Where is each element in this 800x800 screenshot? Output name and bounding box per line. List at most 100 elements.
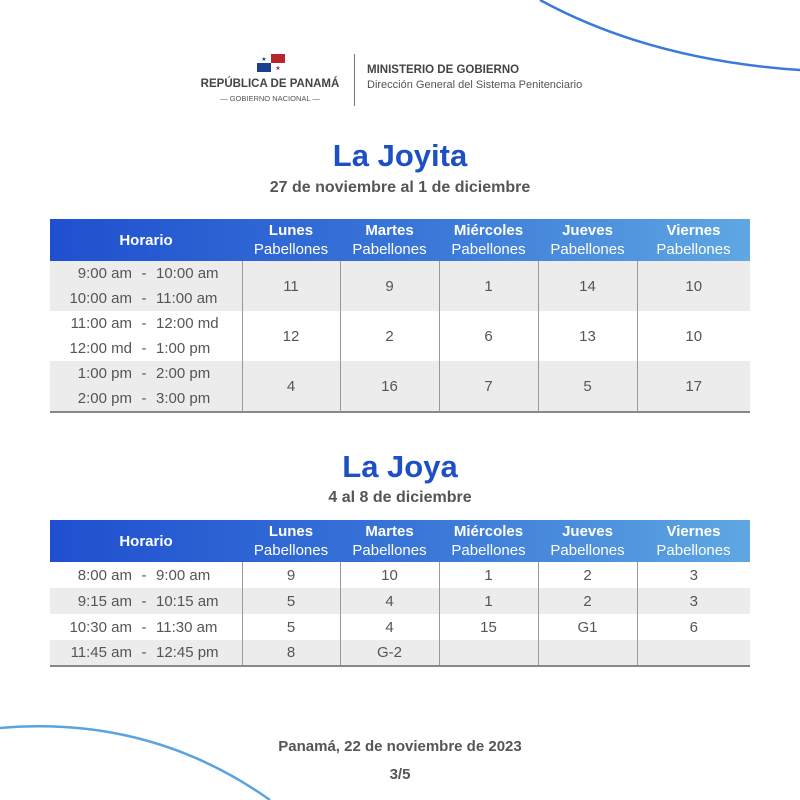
section2-title: La Joya <box>342 449 458 484</box>
sub-label: Pabellones <box>253 241 329 258</box>
government-label: — GOBIERNO NACIONAL — <box>220 94 320 103</box>
start-time: 9:00 am <box>77 265 132 282</box>
value-cell: 2 <box>537 562 637 588</box>
footer-page-number: 3/5 <box>389 766 411 783</box>
table-header-row: Horario Lunes Pabellones Martes Pabellones Mi… <box>50 520 750 562</box>
end-time: 1:00 pm <box>156 340 211 357</box>
start-time: 1:00 pm <box>77 365 132 382</box>
time-cell: 9:15 am -10:15 am <box>50 588 242 614</box>
day-label: Miércoles <box>453 523 524 540</box>
value-cell: 17 <box>636 361 750 412</box>
table-row: 10:30 am -11:30 am 5 4 15 G1 6 <box>50 614 750 640</box>
value-cell: 4 <box>241 361 340 412</box>
dash: - <box>141 566 147 584</box>
header-day: Lunes Pabellones <box>242 219 340 261</box>
time-cell: 9:00 am -10:00 am 10:00 am -11:00 am <box>50 261 242 311</box>
header-horario: Horario <box>119 532 173 550</box>
time-range: 8:00 am -9:00 am <box>50 567 242 584</box>
end-time: 12:00 md <box>156 315 219 332</box>
time-cell: 10:30 am -11:30 am <box>50 614 242 640</box>
end-time: 2:00 pm <box>156 365 211 382</box>
table-row: 1:00 pm -2:00 pm 2:00 pm -3:00 pm 4 16 7 5 17 <box>50 361 750 412</box>
start-time: 8:00 am <box>77 566 132 584</box>
start-time: 10:30 am <box>69 618 132 636</box>
header-day: Miércoles Pabellones <box>439 219 538 261</box>
section2-dates: 4 al 8 de diciembre <box>328 489 472 506</box>
value-cell: 14 <box>537 261 637 311</box>
table-row: 9:00 am -10:00 am 10:00 am -11:00 am 11 9 1 14 1… <box>50 261 750 311</box>
section1-dates: 27 de noviembre al 1 de diciembre <box>269 179 531 196</box>
time-cell: 8:00 am -9:00 am <box>50 562 242 588</box>
value-cell: 12 <box>241 311 340 361</box>
directorate-label: Dirección General del Sistema Penitencia… <box>367 79 583 91</box>
day-label: Viernes <box>666 523 721 540</box>
divider <box>354 54 355 106</box>
value-cell: 4 <box>339 588 439 614</box>
value-cell: G1 <box>537 614 637 640</box>
time-cell: 11:45 am -12:45 pm <box>50 640 242 666</box>
start-time: 10:00 am <box>69 290 132 307</box>
value-cell: 10 <box>339 562 439 588</box>
sub-label: Pabellones <box>451 241 526 258</box>
table-row: 11:00 am -12:00 md 12:00 md -1:00 pm 12 2 6 13 1… <box>50 311 750 361</box>
value-cell <box>438 640 538 666</box>
value-cell: 10 <box>636 261 750 311</box>
time-range: 11:45 am -12:45 pm <box>50 644 242 661</box>
value-cell: 13 <box>537 311 637 361</box>
day-label: Jueves <box>562 222 613 239</box>
value-cell: 8 <box>241 640 340 666</box>
ministry-label: MINISTERIO DE GOBIERNO <box>367 64 520 76</box>
schedule-table-la-joyita: Horario Lunes Pabellones Martes Pabellones Mi… <box>50 219 750 413</box>
time-range: 9:15 am -10:15 am <box>50 593 242 610</box>
end-time: 10:00 am <box>156 265 219 282</box>
dash: - <box>141 644 147 661</box>
sub-label: Pabellones <box>656 241 731 258</box>
table-row: 11:45 am -12:45 pm 8 G-2 <box>50 640 750 666</box>
value-cell: 1 <box>438 261 538 311</box>
header-day: Viernes Pabellones <box>637 520 750 562</box>
value-cell: 5 <box>241 614 340 640</box>
dash: - <box>141 390 147 407</box>
value-cell <box>636 640 750 666</box>
value-cell: 10 <box>636 311 750 361</box>
time-range: 12:00 md -1:00 pm <box>50 336 242 361</box>
start-time: 12:00 md <box>69 340 132 357</box>
day-label: Martes <box>365 222 414 239</box>
day-label: Martes <box>365 523 414 540</box>
dash: - <box>141 315 147 332</box>
value-cell: 15 <box>438 614 538 640</box>
end-time: 3:00 pm <box>156 390 211 407</box>
value-cell: 7 <box>438 361 538 412</box>
sub-label: Pabellones <box>550 241 625 258</box>
dash: - <box>141 265 147 282</box>
day-label: Miércoles <box>453 222 524 239</box>
time-cell: 11:00 am -12:00 md 12:00 md -1:00 pm <box>50 311 242 361</box>
end-time: 11:00 am <box>156 290 218 307</box>
value-cell: 11 <box>241 261 340 311</box>
sub-label: Pabellones <box>550 542 625 559</box>
time-range: 10:30 am -11:30 am <box>50 619 242 636</box>
sub-label: Pabellones <box>656 542 731 559</box>
sub-label: Pabellones <box>352 542 427 559</box>
value-cell: 9 <box>339 261 439 311</box>
value-cell: 1 <box>438 562 538 588</box>
time-range: 2:00 pm -3:00 pm <box>50 386 242 411</box>
time-range: 1:00 pm -2:00 pm <box>50 361 242 386</box>
dash: - <box>141 592 147 610</box>
sub-label: Pabellones <box>352 241 427 258</box>
dash: - <box>141 618 147 636</box>
header-day: Viernes Pabellones <box>637 219 750 261</box>
table-header-row: Horario Lunes Pabellones Martes Pabellones Mi… <box>50 219 750 261</box>
header-day: Miércoles Pabellones <box>439 520 538 562</box>
schedule-table-la-joya: Horario Lunes Pabellones Martes Pabellones Mi… <box>50 520 750 667</box>
sub-label: Pabellones <box>451 542 526 559</box>
start-time: 11:45 am <box>70 644 132 661</box>
dash: - <box>141 290 147 307</box>
value-cell: G-2 <box>339 640 439 666</box>
day-label: Jueves <box>562 523 613 540</box>
value-cell: 3 <box>636 588 750 614</box>
value-cell <box>537 640 637 666</box>
time-range: 11:00 am -12:00 md <box>50 311 242 336</box>
footer-place-date: Panamá, 22 de noviembre de 2023 <box>278 738 522 755</box>
